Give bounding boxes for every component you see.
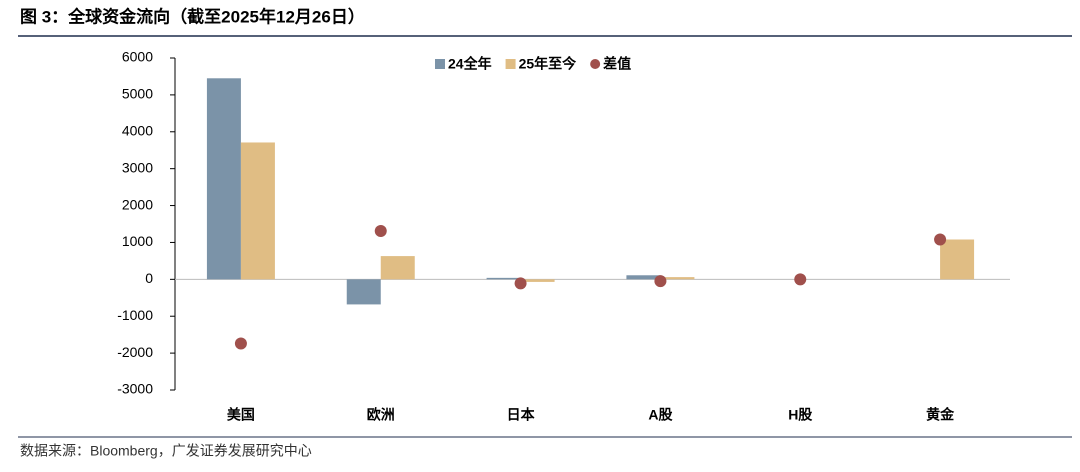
y-tick-label: 3000 (122, 159, 153, 175)
x-tick-label: H股 (788, 407, 813, 423)
x-tick-label: A股 (648, 407, 673, 423)
y-tick-label: -2000 (117, 344, 153, 360)
dot (514, 277, 527, 290)
x-tick-label: 美国 (227, 407, 255, 423)
bar (240, 142, 275, 280)
bar (206, 78, 241, 280)
legend-label: 差值 (603, 56, 631, 72)
y-tick-label: 5000 (122, 86, 153, 102)
bar (486, 277, 521, 280)
bar (380, 256, 415, 280)
bar (520, 279, 555, 282)
bar (626, 275, 661, 280)
y-tick-label: -1000 (117, 307, 153, 323)
chart-title: 图 3：全球资金流向（截至2025年12月26日） (20, 6, 365, 26)
x-tick-label: 日本 (507, 407, 536, 423)
bar (940, 239, 975, 280)
y-tick-label: 1000 (122, 233, 153, 249)
dot (934, 233, 947, 246)
legend-swatch (590, 59, 601, 69)
y-tick-label: 2000 (122, 196, 153, 212)
dot (374, 225, 387, 238)
y-tick-label: 4000 (122, 122, 153, 138)
legend-swatch (505, 59, 516, 69)
dot (654, 275, 667, 288)
dot (794, 273, 807, 286)
legend-label: 24全年 (448, 56, 492, 72)
bar (346, 279, 381, 305)
bar (660, 277, 695, 280)
legend-label: 25年至今 (519, 56, 577, 72)
source-note: 数据来源：Bloomberg，广发证券发展研究中心 (20, 443, 312, 459)
x-tick-label: 欧洲 (367, 407, 395, 423)
x-tick-label: 黄金 (926, 407, 955, 423)
y-tick-label: 6000 (122, 49, 153, 65)
dot (234, 337, 247, 350)
legend-swatch (435, 59, 445, 69)
y-tick-label: 0 (145, 270, 153, 286)
y-tick-label: -3000 (117, 381, 153, 397)
